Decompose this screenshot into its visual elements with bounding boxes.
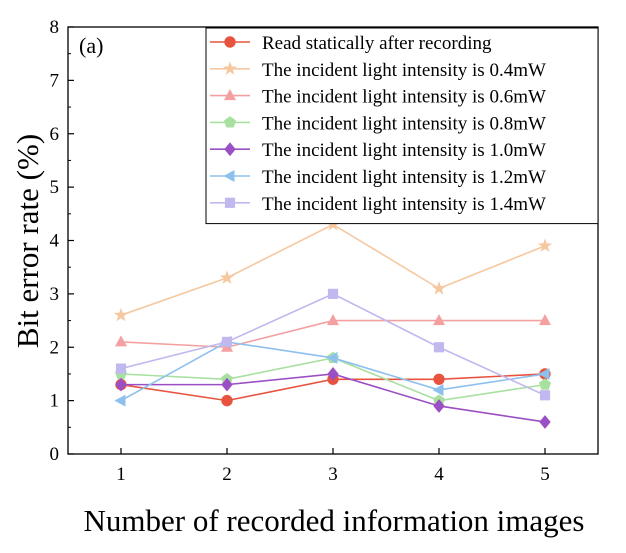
y-tick-label: 8	[50, 17, 60, 38]
data-point	[539, 390, 551, 401]
legend-label: Read statically after recording	[262, 33, 492, 54]
data-point	[432, 383, 444, 396]
data-point	[221, 394, 233, 407]
data-point	[433, 342, 445, 353]
legend-label: The incident light intensity is 1.2mW	[262, 167, 546, 188]
y-axis-title: Bit error rate (%)	[10, 134, 45, 348]
data-point	[219, 270, 235, 284]
data-point	[539, 378, 551, 390]
legend-box	[205, 27, 599, 225]
series-3	[115, 313, 551, 352]
legend-entry: The incident light intensity is 1.0mW	[210, 140, 546, 161]
legend-entry: The incident light intensity is 1.4mW	[210, 194, 546, 215]
legend: Read statically after recording The incid…	[205, 27, 599, 225]
y-tick-label: 5	[50, 177, 60, 198]
series-line	[120, 223, 546, 316]
legend-entry: Read statically after recording	[210, 33, 492, 54]
data-point	[539, 415, 551, 429]
legend-entry: The incident light intensity is 0.8mW	[210, 113, 546, 134]
x-tick-label: 5	[540, 464, 550, 485]
data-point	[327, 313, 339, 326]
data-point	[431, 281, 447, 295]
panel-label: (a)	[79, 33, 103, 58]
data-point	[539, 313, 551, 326]
legend-marker	[223, 170, 235, 182]
legend-marker	[224, 89, 236, 101]
legend-label: The incident light intensity is 0.6mW	[262, 87, 546, 108]
legend-label: The incident light intensity is 1.0mW	[262, 140, 546, 161]
y-tick-label: 6	[50, 124, 60, 145]
x-axis-title: Number of recorded information images	[84, 503, 585, 538]
legend-entry: The incident light intensity is 0.6mW	[210, 87, 546, 108]
data-point	[221, 336, 233, 348]
legend-entry: The incident light intensity is 1.2mW	[210, 167, 546, 188]
data-point	[327, 288, 339, 299]
data-point	[115, 377, 127, 392]
x-tick-label: 1	[116, 464, 126, 485]
data-point	[538, 367, 550, 380]
data-point	[326, 351, 338, 364]
data-point	[221, 377, 233, 392]
legend-marker	[224, 197, 236, 208]
y-tick-label: 2	[50, 337, 60, 358]
legend-label: The incident light intensity is 0.4mW	[262, 60, 546, 81]
y-tick-label: 7	[50, 70, 60, 91]
y-tick-label: 1	[50, 391, 60, 412]
legend-entry: The incident light intensity is 0.4mW	[210, 60, 546, 81]
data-point	[433, 399, 445, 413]
data-point	[113, 307, 129, 322]
y-tick-label: 4	[50, 231, 60, 252]
legend-label: The incident light intensity is 0.8mW	[262, 113, 546, 134]
series-2	[113, 216, 553, 322]
data-point	[537, 238, 553, 252]
y-tick-label: 3	[50, 284, 60, 305]
series-layer	[113, 216, 553, 429]
x-tick-label: 4	[434, 464, 444, 485]
data-point	[433, 373, 445, 385]
legend-marker	[222, 61, 238, 75]
legend-marker	[224, 142, 236, 157]
x-tick-label: 3	[328, 464, 338, 485]
x-tick-label: 2	[222, 464, 232, 485]
data-point	[115, 363, 127, 374]
data-point	[327, 367, 339, 381]
data-point	[114, 394, 126, 407]
axis-ticks: 0 1 2 3 4 5 6 7 8 1 2 3 4 5	[50, 17, 550, 485]
data-point	[433, 313, 445, 326]
series-5	[115, 367, 551, 429]
legend-label: The incident light intensity is 1.4mW	[262, 194, 546, 215]
legend-marker	[224, 116, 236, 128]
legend-marker	[224, 36, 236, 48]
y-tick-label: 0	[50, 444, 60, 465]
series-7	[115, 288, 551, 401]
data-point	[115, 335, 127, 347]
